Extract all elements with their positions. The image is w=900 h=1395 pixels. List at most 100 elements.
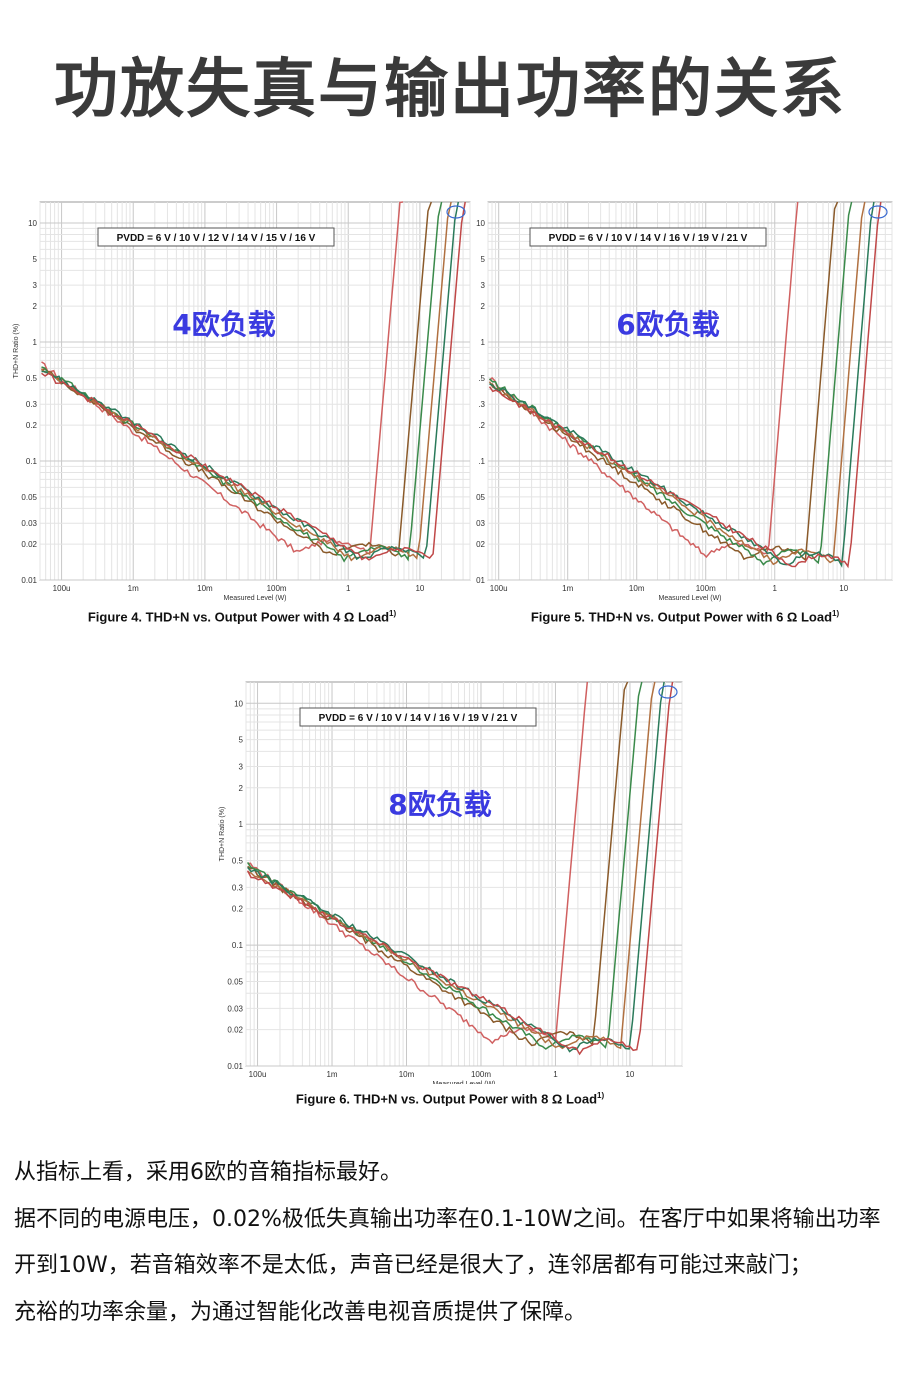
x-tick-label: 1m	[128, 584, 139, 593]
y-tick-label: 01	[476, 576, 485, 585]
x-tick-label: 100m	[471, 1070, 491, 1079]
x-tick-label: 10m	[399, 1070, 415, 1079]
x-tick-label: 10	[625, 1070, 634, 1079]
y-tick-label: .2	[478, 421, 485, 430]
overlay-load-label: 8欧负载	[388, 788, 491, 821]
y-tick-label: 0.2	[232, 905, 244, 914]
y-tick-label: 2	[481, 302, 486, 311]
x-tick-label: 10	[415, 584, 424, 593]
series-line	[246, 681, 674, 1056]
y-tick-label: 1	[239, 820, 244, 829]
ap-logo-icon	[868, 205, 888, 219]
caption-8ohm-sup: 1)	[597, 1091, 605, 1100]
y-tick-label: 0.3	[26, 400, 38, 409]
chart-4ohm-svg: 100u 1m 10m 100m 1 10 10 5 3 2 1 0.5 0.3 0.2 0.1 0.05 0.…	[13, 201, 471, 602]
y-tick-label: 0.3	[232, 883, 244, 892]
series-line	[41, 201, 404, 556]
y-tick-label: 05	[476, 493, 485, 502]
body-paragraph-2: 据不同的电源电压，0.02%极低失真输出功率在0.1-10W之间。在客厅中如果将…	[14, 1206, 881, 1279]
caption-6ohm-sup: 1)	[832, 609, 840, 618]
legend-frame	[529, 227, 767, 247]
y-tick-label: 0.03	[227, 1004, 243, 1013]
x-tick-label: 100u	[249, 1070, 267, 1079]
overlay-load-label: 4欧负载	[172, 308, 275, 341]
legend-box: PVDD = 6 V / 10 V / 12 V / 14 V / 15 V /…	[97, 227, 335, 247]
thd-chart-6ohm: 100u 1m 10m 100m 1 10 10 5 3 2 1 .5 .3 .2 .1 05 03 02 01 Me…	[474, 198, 896, 602]
y-tick-label: 0.02	[21, 540, 37, 549]
x-tick-label: 100m	[267, 584, 287, 593]
legend-frame	[299, 707, 537, 727]
caption-6ohm: Figure 5. THD+N vs. Output Power with 6 …	[474, 609, 896, 624]
chart-6ohm-svg: 100u 1m 10m 100m 1 10 10 5 3 2 1 .5 .3 .2 .1 05 03 02 01 Me…	[476, 201, 893, 602]
y-tick-label: 2	[239, 784, 244, 793]
thd-chart-8ohm: 100u 1m 10m 100m 1 10 10 5 3 2 1 0.5 0.3 0.2 0.1 0.05 0.…	[214, 678, 686, 1084]
x-tick-label: 1	[553, 1070, 558, 1079]
y-tick-label: .3	[478, 400, 485, 409]
y-tick-label: 02	[476, 540, 485, 549]
legend-text: PVDD = 6 V / 10 V / 14 V / 16 V / 19 V /…	[319, 713, 518, 724]
y-tick-label: 03	[476, 519, 485, 528]
x-axis-label: Measured Level (W)	[223, 595, 286, 602]
caption-4ohm-sup: 1)	[389, 609, 397, 618]
y-tick-label: 0.5	[232, 857, 244, 866]
y-tick-label: 1	[481, 338, 486, 347]
x-axis-label: Measured Level (W)	[432, 1081, 495, 1084]
ap-logo-icon	[446, 205, 466, 219]
x-tick-label: 100u	[490, 584, 508, 593]
body-paragraph-1: 从指标上看，采用6欧的音箱指标最好。	[14, 1160, 402, 1185]
y-tick-label: 0.5	[26, 374, 38, 383]
x-tick-label: 100u	[53, 584, 71, 593]
chart-8ohm-svg: 100u 1m 10m 100m 1 10 10 5 3 2 1 0.5 0.3 0.2 0.1 0.05 0.…	[219, 681, 683, 1084]
y-tick-label: 0.01	[21, 576, 37, 585]
y-tick-label: 10	[476, 219, 485, 228]
y-tick-label: 3	[481, 281, 486, 290]
y-tick-label: 0.05	[21, 493, 37, 502]
y-axis-label: THD+N Ratio (%)	[219, 807, 226, 862]
legend-text: PVDD = 6 V / 10 V / 12 V / 14 V / 15 V /…	[117, 233, 316, 244]
y-tick-label: 2	[33, 302, 38, 311]
caption-6ohm-text: Figure 5. THD+N vs. Output Power with 6 …	[530, 609, 833, 625]
y-tick-label: 5	[481, 255, 486, 264]
series-line	[41, 201, 460, 561]
caption-8ohm: Figure 6. THD+N vs. Output Power with 8 …	[214, 1091, 686, 1106]
caption-4ohm: Figure 4. THD+N vs. Output Power with 4 …	[10, 609, 474, 624]
series-line	[488, 201, 882, 569]
caption-4ohm-text: Figure 4. THD+N vs. Output Power with 4 …	[87, 609, 390, 625]
x-tick-label: 1m	[562, 584, 573, 593]
x-tick-label: 100m	[696, 584, 716, 593]
y-tick-label: 0.05	[227, 977, 243, 986]
y-tick-label: 3	[239, 763, 244, 772]
y-tick-label: .1	[478, 457, 485, 466]
y-tick-label: 0.03	[21, 519, 37, 528]
x-tick-label: 1m	[326, 1070, 337, 1079]
body-text: 从指标上看，采用6欧的音箱指标最好。 据不同的电源电压，0.02%极低失真输出功…	[14, 1150, 894, 1336]
y-tick-label: 5	[239, 736, 244, 745]
x-tick-label: 10m	[197, 584, 213, 593]
series-line	[489, 201, 875, 568]
page-title: 功放失真与输出功率的关系	[54, 53, 846, 127]
series-line	[489, 201, 839, 562]
y-tick-label: .5	[478, 374, 485, 383]
y-tick-label: 0.2	[26, 421, 38, 430]
y-tick-label: 0.1	[232, 941, 244, 950]
caption-8ohm-text: Figure 6. THD+N vs. Output Power with 8 …	[295, 1091, 598, 1107]
series-line	[489, 201, 799, 559]
y-tick-label: 1	[33, 338, 38, 347]
x-tick-label: 10m	[629, 584, 645, 593]
x-tick-label: 10	[839, 584, 848, 593]
legend-text: PVDD = 6 V / 10 V / 14 V / 16 V / 19 V /…	[549, 233, 748, 244]
y-tick-label: 3	[33, 281, 38, 290]
legend-box: PVDD = 6 V / 10 V / 14 V / 16 V / 19 V /…	[529, 227, 767, 247]
x-axis-label: Measured Level (W)	[658, 595, 721, 602]
legend-box: PVDD = 6 V / 10 V / 14 V / 16 V / 19 V /…	[299, 707, 537, 727]
ap-logo-icon	[658, 685, 678, 699]
body-paragraph-3: 充裕的功率余量，为通过智能化改善电视音质提供了保障。	[14, 1299, 587, 1325]
x-tick-label: 1	[773, 584, 778, 593]
y-tick-label: 0.01	[227, 1062, 243, 1071]
y-tick-label: 5	[33, 255, 38, 264]
y-tick-label: 0.02	[227, 1026, 243, 1035]
y-tick-label: 0.1	[26, 457, 38, 466]
legend-frame	[97, 227, 335, 247]
thd-chart-4ohm: 100u 1m 10m 100m 1 10 10 5 3 2 1 0.5 0.3 0.2 0.1 0.05 0.…	[10, 198, 474, 602]
overlay-load-label: 6欧负载	[616, 308, 719, 341]
